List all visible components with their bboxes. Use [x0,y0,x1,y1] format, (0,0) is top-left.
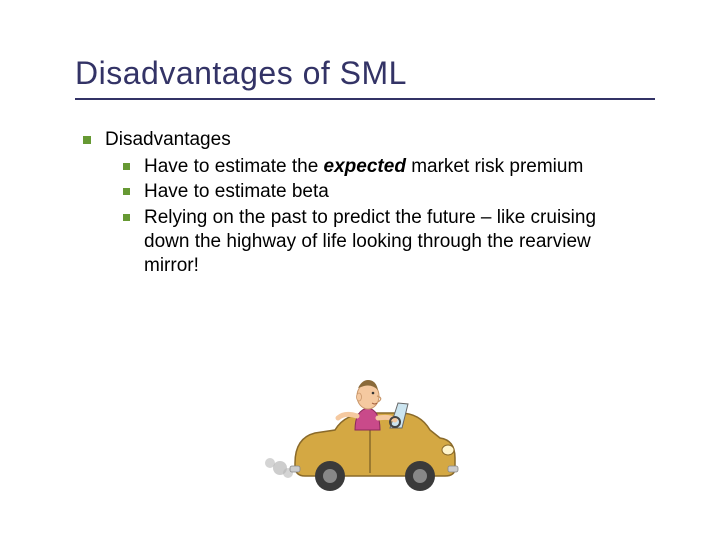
level1-text: Disadvantages [105,128,231,153]
bullet-level2-item: Relying on the past to predict the futur… [123,206,670,277]
square-bullet-icon [123,163,130,170]
square-bullet-icon [83,136,91,144]
bullet-level1: Disadvantages [83,128,670,153]
text-part: market risk premium [406,156,583,177]
title-underline [75,98,655,100]
level2-text: Relying on the past to predict the futur… [144,206,634,277]
level2-text: Have to estimate the expected market ris… [144,155,583,179]
text-part: Have to estimate beta [144,181,329,202]
exhaust-smoke-icon [265,458,293,478]
car-cartoon-illustration [260,368,460,498]
text-part: Relying on the past to predict the futur… [144,207,596,276]
level2-text: Have to estimate beta [144,180,329,204]
bullet-level2-item: Have to estimate the expected market ris… [123,155,670,179]
slide-title: Disadvantages of SML [75,55,670,92]
text-part: Have to estimate the [144,156,324,177]
bullet-level2-item: Have to estimate beta [123,180,670,204]
square-bullet-icon [123,188,130,195]
slide-container: Disadvantages of SML Disadvantages Have … [0,0,720,540]
emphasized-text: expected [324,156,406,177]
square-bullet-icon [123,214,130,221]
